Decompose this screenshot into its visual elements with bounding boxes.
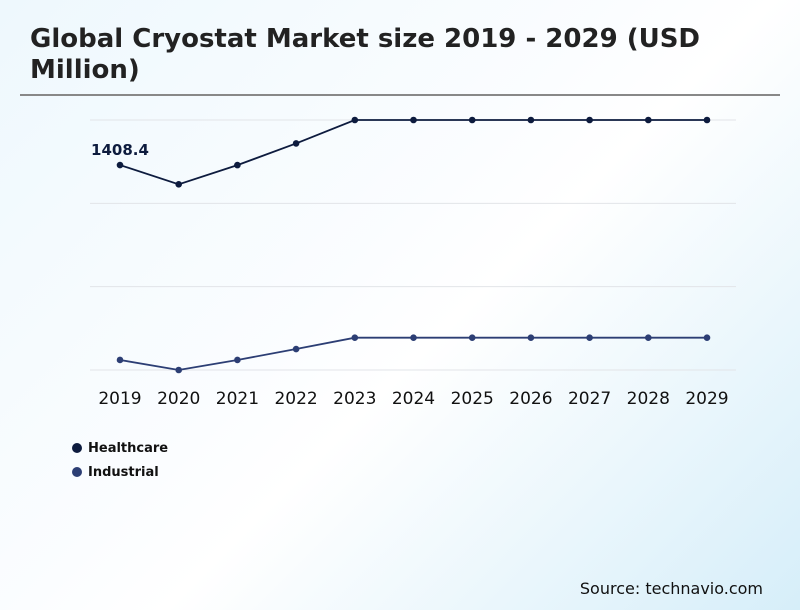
x-tick-label: 2023 (333, 389, 376, 409)
data-point-healthcare (468, 116, 476, 124)
data-point-healthcare (351, 116, 359, 124)
data-label: 1408.4 (91, 141, 149, 159)
legend-marker-industrial (72, 467, 82, 477)
x-tick-label: 2024 (392, 389, 435, 409)
data-point-industrial (175, 366, 182, 374)
data-point-healthcare (410, 116, 417, 124)
x-tick-label: 2020 (157, 389, 200, 409)
data-point-healthcare (645, 116, 652, 124)
data-point-industrial (527, 334, 535, 341)
legend-item-healthcare: Healthcare (72, 436, 168, 460)
data-point-healthcare (234, 161, 241, 169)
data-point-healthcare (527, 116, 535, 124)
x-tick-label: 2021 (216, 389, 259, 409)
x-tick-label: 2028 (627, 389, 670, 409)
series-line-industrial (119, 336, 707, 371)
data-point-healthcare (116, 161, 124, 169)
x-tick-label: 2027 (568, 389, 611, 409)
data-point-healthcare (175, 181, 182, 188)
title-divider (20, 94, 780, 96)
data-point-industrial (703, 334, 711, 341)
legend-marker-healthcare (72, 443, 82, 453)
x-tick-label: 2025 (451, 389, 494, 409)
data-point-industrial (116, 356, 124, 364)
data-point-healthcare (586, 116, 593, 124)
x-tick-label: 2019 (98, 389, 141, 409)
data-point-healthcare (292, 140, 300, 147)
x-tick-label: 2026 (509, 389, 552, 409)
legend-item-industrial: Industrial (72, 460, 168, 484)
chart-title: Global Cryostat Market size 2019 - 2029 … (30, 24, 701, 85)
legend: Healthcare Industrial (72, 436, 168, 484)
data-point-healthcare (703, 116, 711, 124)
legend-label: Healthcare (88, 440, 169, 456)
x-tick-label: 2029 (685, 389, 728, 409)
data-point-industrial (410, 334, 417, 341)
data-point-industrial (586, 334, 593, 341)
data-point-industrial (468, 334, 476, 341)
data-point-industrial (351, 334, 359, 341)
data-point-industrial (645, 334, 652, 341)
data-point-industrial (292, 345, 300, 353)
series-line-healthcare (119, 119, 707, 186)
data-point-industrial (234, 356, 241, 364)
x-tick-label: 2022 (274, 389, 317, 409)
legend-label: Industrial (88, 464, 159, 480)
source-credit: Source: technavio.com (579, 579, 763, 598)
